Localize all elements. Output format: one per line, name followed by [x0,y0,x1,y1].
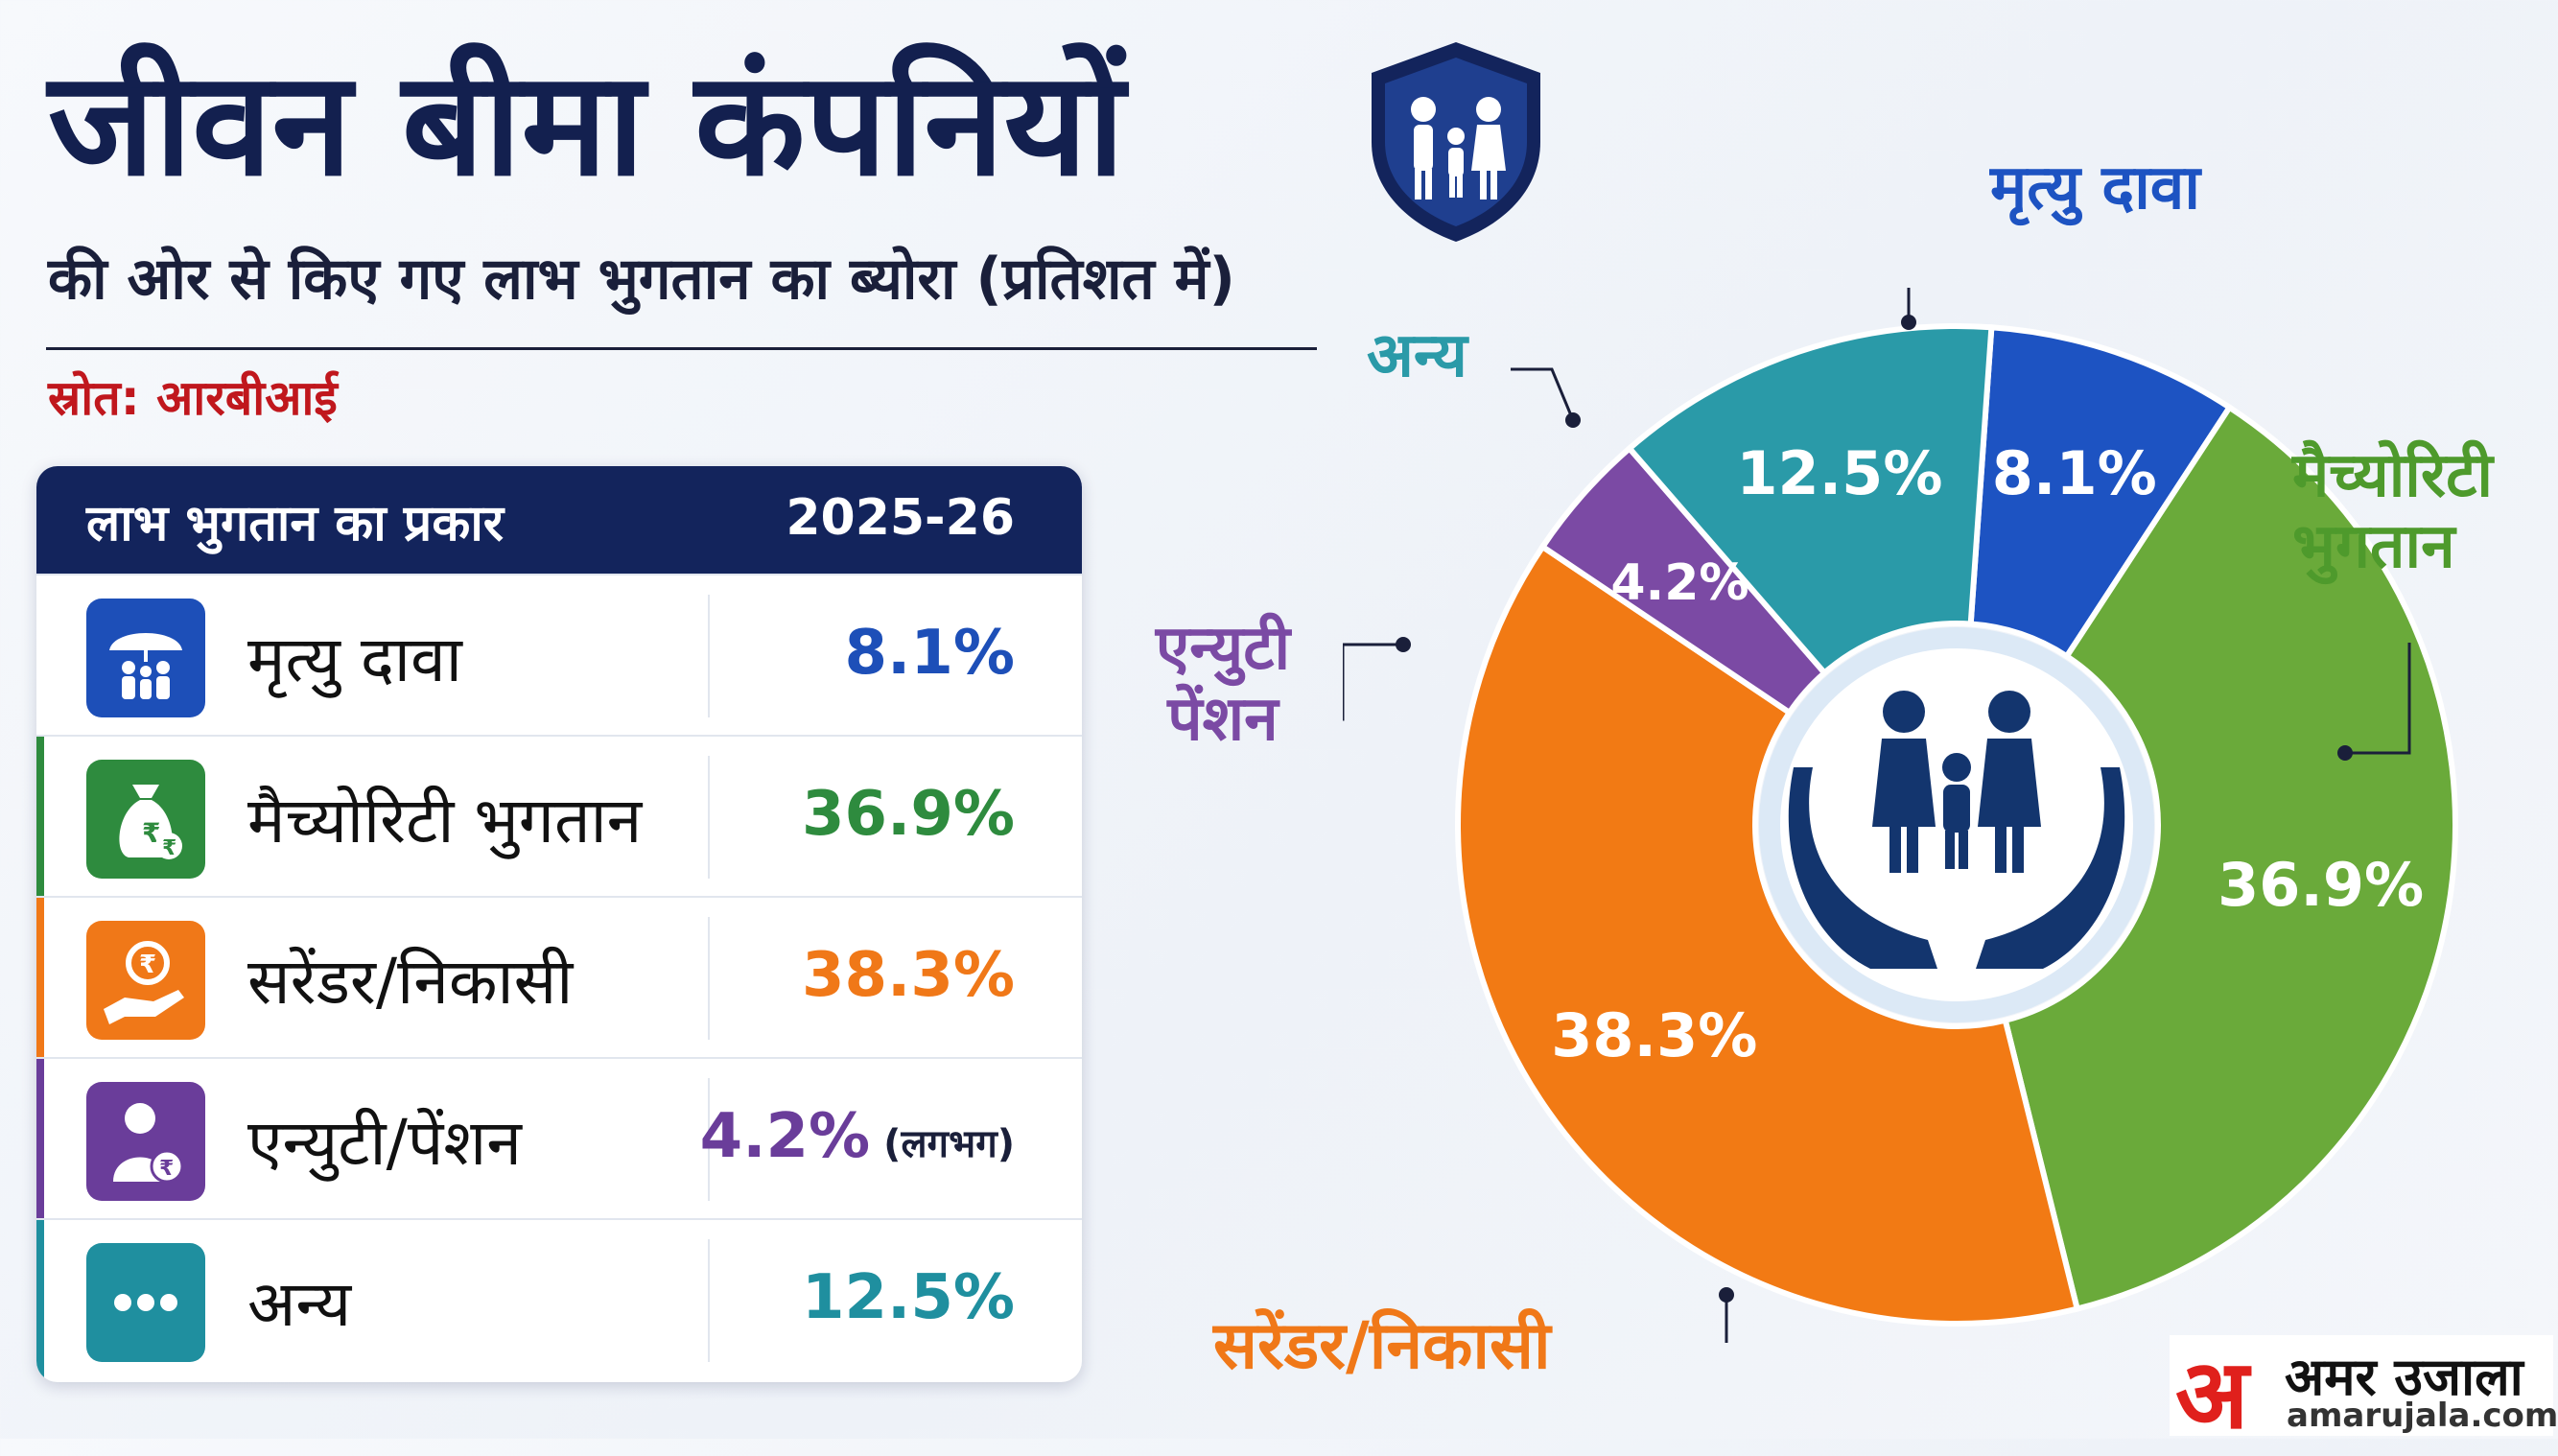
brand-url: amarujala.com [2287,1397,2558,1435]
payout-table: लाभ भुगतान का प्रकार 2025-26 मृत्यु दावा… [36,466,1082,1382]
row-label: अन्य [247,1267,352,1341]
label-annuity: 4.2% [1610,554,1748,612]
label-surrender: 38.3% [1551,1000,1757,1070]
page-title: जीवन बीमा कंपनियों [48,41,1125,208]
row-label: एन्युटी/पेंशन [247,1106,522,1180]
person-rupee-icon: ₹ [86,1082,205,1201]
svg-text:₹: ₹ [159,1157,174,1181]
column-header-year: 2025-26 [786,489,1015,547]
callout-death-claim: मृत्यु दावा [1990,153,2200,223]
row-label: मृत्यु दावा [247,622,462,696]
row-note: (लगभग) [883,1122,1015,1166]
table-row: अन्य 12.5% [36,1218,1082,1381]
shield-family-icon [1372,42,1540,242]
callout-other: अन्य [1367,320,1467,391]
leader-other-dot [1565,412,1581,428]
column-header-type: लाभ भुगतान का प्रकार [86,495,505,552]
money-bag-icon: ₹ ₹ [86,760,205,879]
table-row: मृत्यु दावा 8.1% [36,574,1082,737]
brand-mark: अ [2175,1338,2249,1450]
row-label: मैच्योरिटी भुगतान [247,784,643,857]
row-value: 4.2% (लगभग) [699,1101,1015,1172]
row-label: सरेंडर/निकासी [247,945,574,1019]
brand-logo: अ अमर उजाला amarujala.com [2170,1335,2558,1450]
more-dots-icon [86,1243,205,1362]
leader-annuity-dot [1396,637,1411,652]
leader-death-claim-dot [1901,315,1916,330]
row-value: 36.9% [801,779,1015,850]
slice-surrender [1455,542,2081,1327]
leader-surrender-dot [1719,1287,1734,1303]
row-value: 8.1% [844,618,1016,689]
row-value: 38.3% [801,940,1015,1011]
label-death-claim: 8.1% [1992,438,2157,508]
row-value: 12.5% [801,1262,1015,1333]
payout-donut-chart: 8.1% 36.9% 38.3% 4.2% 12.5% [1343,288,2458,1343]
callout-surrender: सरेंडर/निकासी [1213,1308,1551,1384]
table-row: ₹ सरेंडर/निकासी 38.3% [36,896,1082,1059]
source-note: स्रोत: आरबीआई [48,370,338,426]
slice-other [1625,323,1995,677]
page-subtitle: की ओर से किए गए लाभ भुगतान का ब्योरा (प्… [48,246,1235,313]
svg-text:₹: ₹ [139,951,156,979]
leader-other [1511,367,1575,421]
label-maturity: 36.9% [2218,850,2424,920]
header-divider [46,347,1317,350]
leader-surrender [1725,1295,1728,1343]
svg-text:₹: ₹ [162,836,176,860]
table-row: ₹ एन्युटी/पेंशन 4.2% (लगभग) [36,1057,1082,1220]
slice-death-claim [1967,324,2234,661]
hand-rupee-icon: ₹ [86,921,205,1040]
family-hands-icon [1788,691,2125,969]
brand-name: अमर उजाला [2285,1347,2523,1407]
leader-annuity [1343,643,1403,721]
umbrella-family-icon [86,599,205,717]
callout-annuity: एन्युटी पेंशन [1155,613,1291,755]
table-row: ₹ ₹ मैच्योरिटी भुगतान 36.9% [36,735,1082,898]
svg-text:₹: ₹ [142,817,160,849]
leader-maturity-dot [2337,745,2353,761]
label-other: 12.5% [1736,438,1942,508]
table-header: लाभ भुगतान का प्रकार 2025-26 [36,466,1082,574]
leader-maturity [2345,643,2411,755]
slice-maturity [2002,403,2458,1313]
callout-maturity: मैच्योरिटी भुगतान [2292,440,2493,582]
